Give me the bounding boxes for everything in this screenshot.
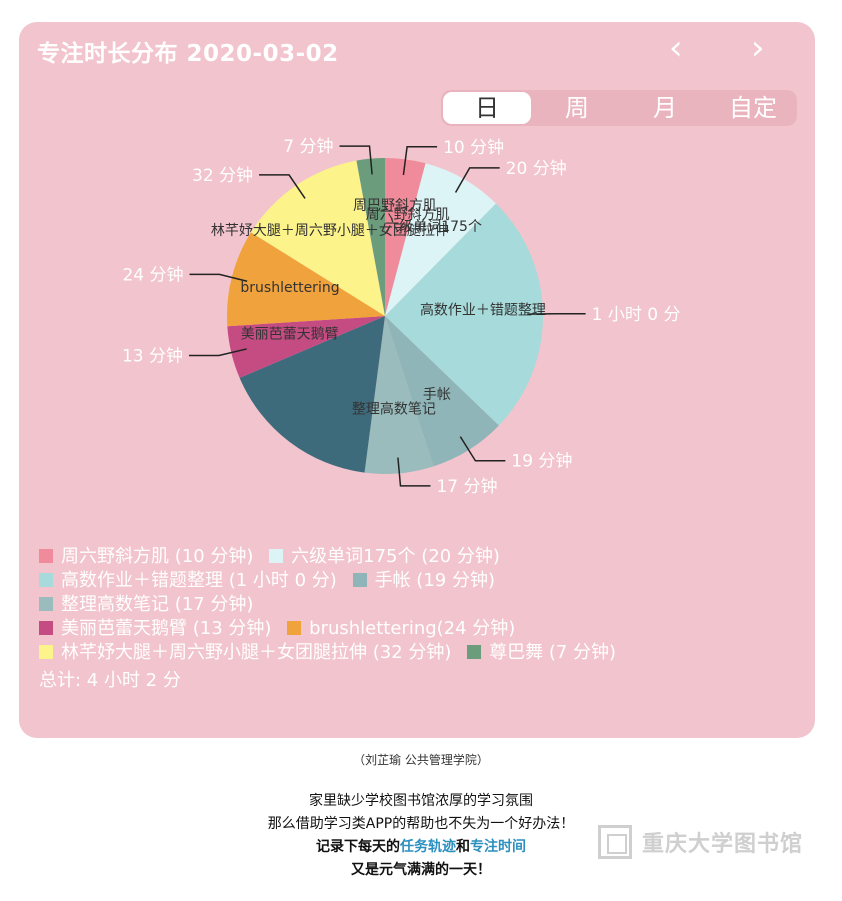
prev-date-button[interactable]: ‹ bbox=[669, 28, 683, 68]
chart-title: 专注时长分布 2020-03-02 bbox=[37, 41, 339, 67]
leader-line bbox=[339, 145, 373, 175]
leader-line bbox=[402, 146, 438, 176]
leader-line bbox=[454, 167, 500, 193]
duration-label: 1 小时 0 分 bbox=[592, 305, 681, 325]
legend-swatch bbox=[269, 549, 284, 563]
tab-custom[interactable]: 自定 bbox=[729, 94, 777, 122]
legend-item: 手帐 (19 分钟) bbox=[352, 566, 495, 592]
duration-label: 7 分钟 bbox=[283, 137, 333, 157]
text-bold: 和 bbox=[456, 839, 470, 855]
tab-week[interactable]: 周 bbox=[565, 94, 589, 122]
pie-slice bbox=[239, 316, 385, 473]
pie-slice bbox=[385, 163, 496, 316]
legend-label: 高数作业＋错题整理 (1 小时 0 分) bbox=[61, 570, 337, 591]
legend-swatch bbox=[467, 645, 482, 659]
pie-slice bbox=[385, 158, 426, 316]
legend-swatch bbox=[352, 573, 367, 587]
tab-day[interactable]: 日 bbox=[443, 92, 531, 124]
slice-label: 周巴野斜方肌 bbox=[353, 198, 437, 214]
legend-swatch bbox=[39, 597, 53, 611]
text-line: 那么借助学习类APP的帮助也不失为一个好办法！ bbox=[267, 816, 575, 832]
slice-label: 高数作业＋错题整理 bbox=[420, 302, 546, 319]
legend-swatch bbox=[39, 645, 53, 659]
legend-label: 美丽芭蕾天鹅臂 (13 分钟) bbox=[61, 618, 272, 639]
total-duration: 总计: 4 小时 2 分 bbox=[39, 670, 181, 691]
pie-slice bbox=[385, 203, 544, 426]
leader-line bbox=[459, 436, 506, 462]
slice-label: 六级单词175个 bbox=[385, 219, 482, 235]
legend-swatch bbox=[287, 621, 302, 635]
period-selector: 日 周 月 自定 bbox=[441, 90, 797, 126]
duration-label: 24 分钟 bbox=[122, 265, 183, 285]
legend-label: 手帐 (19 分钟) bbox=[374, 570, 495, 591]
library-watermark: 重庆大学图书馆 bbox=[598, 825, 803, 859]
slice-label: 周六野斜方肌 bbox=[366, 207, 450, 223]
legend: 周六野斜方肌 (10 分钟) 六级单词175个 (20 分钟) 高数作业＋错题整… bbox=[39, 542, 799, 664]
legend-item: 六级单词175个 (20 分钟) bbox=[269, 542, 500, 568]
slice-label: brushlettering bbox=[240, 280, 339, 296]
highlight-focus-time: 专注时间 bbox=[470, 839, 526, 855]
legend-item: 周六野斜方肌 (10 分钟) bbox=[39, 542, 253, 568]
text-line: 家里缺少学校图书馆浓厚的学习氛围 bbox=[309, 793, 533, 809]
text-line: 又是元气满满的一天！ bbox=[351, 862, 491, 878]
legend-label: 周六野斜方肌 (10 分钟) bbox=[61, 546, 254, 567]
slice-label: 手帐 bbox=[423, 387, 451, 403]
slice-label: 美丽芭蕾天鹅臂 bbox=[241, 326, 339, 343]
leader-line bbox=[188, 348, 247, 357]
duration-label: 10 分钟 bbox=[443, 138, 504, 158]
legend-swatch bbox=[39, 549, 53, 563]
article-text: 家里缺少学校图书馆浓厚的学习氛围 那么借助学习类APP的帮助也不失为一个好办法！… bbox=[0, 790, 842, 882]
legend-swatch bbox=[39, 621, 53, 635]
leader-line bbox=[189, 273, 248, 283]
watermark-text: 重庆大学图书馆 bbox=[642, 832, 804, 857]
legend-item: 林芊妤大腿＋周六野小腿＋女团腿拉伸 (32 分钟) bbox=[39, 638, 451, 664]
legend-item: brushlettering(24 分钟) bbox=[287, 614, 515, 640]
leader-line bbox=[259, 174, 306, 199]
legend-label: 林芊妤大腿＋周六野小腿＋女团腿拉伸 (32 分钟) bbox=[61, 642, 452, 663]
pie-slice bbox=[356, 158, 385, 316]
pie-slice bbox=[227, 316, 385, 378]
leader-line bbox=[397, 457, 431, 487]
duration-label: 17 分钟 bbox=[436, 477, 497, 497]
text-line: 记录下每天的任务轨迹和专注时间 bbox=[0, 836, 842, 859]
duration-label: 13 分钟 bbox=[122, 347, 183, 367]
legend-swatch bbox=[39, 573, 53, 587]
legend-item: 高数作业＋错题整理 (1 小时 0 分) bbox=[39, 566, 337, 592]
duration-label: 19 分钟 bbox=[511, 452, 572, 472]
legend-label: 尊巴舞 (7 分钟) bbox=[489, 642, 617, 663]
slice-label: 整理高数笔记 bbox=[352, 401, 436, 418]
highlight-task-track: 任务轨迹 bbox=[400, 839, 456, 855]
pie-slice bbox=[226, 232, 385, 327]
pie-slice bbox=[250, 160, 385, 316]
legend-item: 整理高数笔记 (17 分钟) bbox=[39, 590, 253, 616]
next-date-button[interactable]: › bbox=[751, 28, 765, 68]
legend-label: 六级单词175个 (20 分钟) bbox=[291, 546, 500, 567]
legend-label: 整理高数笔记 (17 分钟) bbox=[61, 594, 254, 615]
tab-month[interactable]: 月 bbox=[653, 94, 677, 122]
duration-label: 32 分钟 bbox=[192, 166, 253, 186]
duration-label: 20 分钟 bbox=[506, 159, 567, 179]
slice-label: 林芊妤大腿＋周六野小腿＋女团腿拉伸 bbox=[211, 222, 449, 239]
pie-slice bbox=[364, 316, 434, 474]
library-logo-icon bbox=[598, 825, 632, 859]
legend-item: 尊巴舞 (7 分钟) bbox=[467, 638, 616, 664]
focus-duration-card: 专注时长分布 2020-03-02 ‹ › 日 周 月 自定 周六野斜方肌 六级单… bbox=[19, 22, 815, 738]
legend-label: brushlettering(24 分钟) bbox=[309, 618, 516, 639]
text-bold: 记录下每天的 bbox=[316, 839, 400, 855]
legend-item: 美丽芭蕾天鹅臂 (13 分钟) bbox=[39, 614, 271, 640]
author-caption: （刘芷瑜 公共管理学院） bbox=[353, 753, 489, 767]
pie-slice bbox=[385, 316, 499, 467]
